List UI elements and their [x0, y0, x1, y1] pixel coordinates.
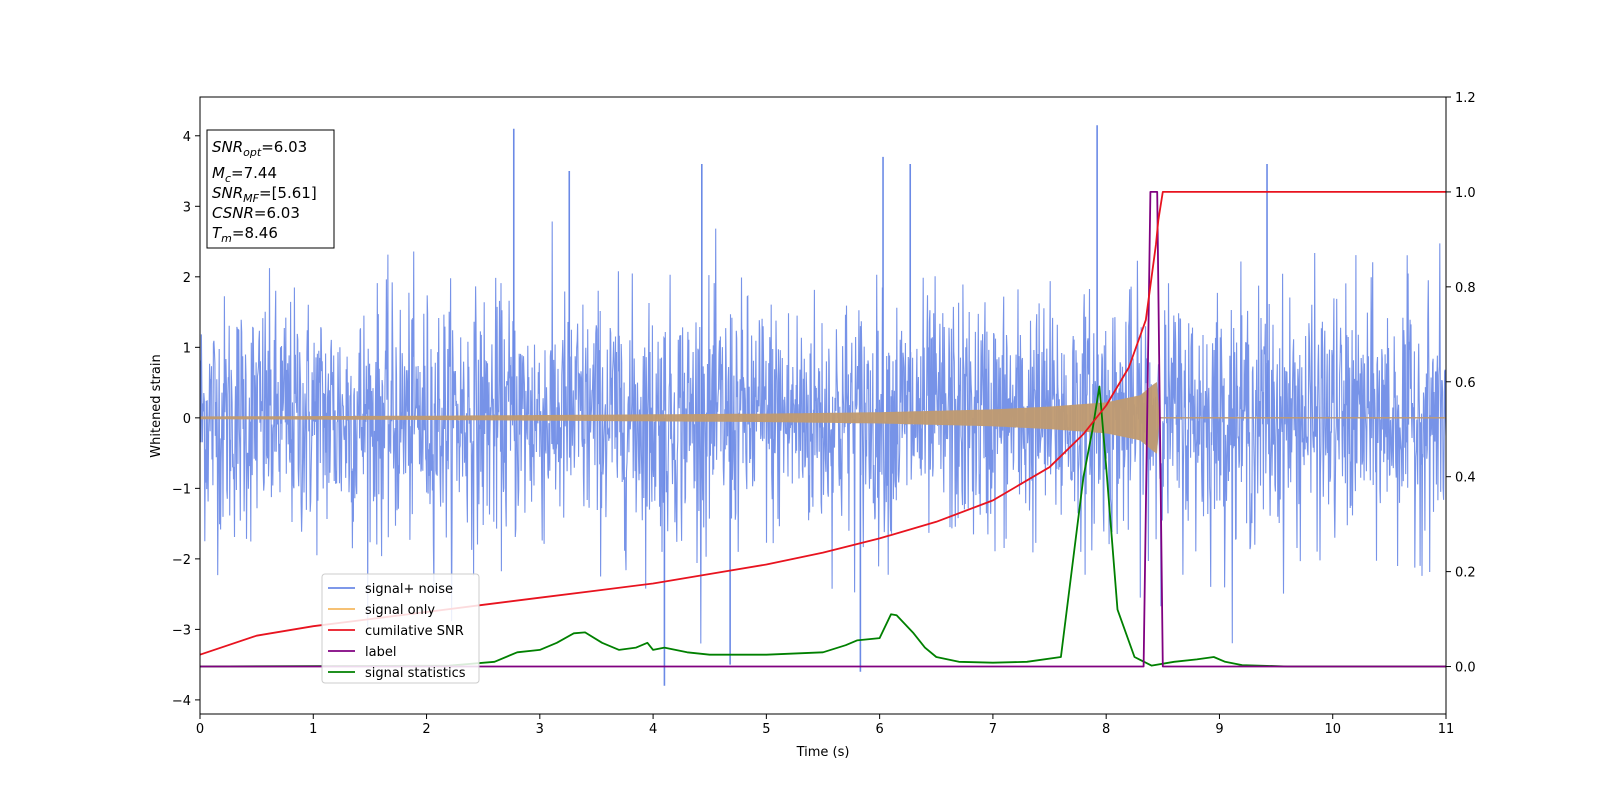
legend-label: signal statistics: [365, 666, 466, 681]
info-tm: Tm=8.46: [212, 224, 278, 245]
x-tick-label: 1: [309, 722, 317, 737]
y-right-tick-label: 0.2: [1455, 566, 1476, 581]
signal-noise-series: [200, 125, 1446, 686]
legend-label: signal only: [365, 603, 435, 618]
y-right-tick-label: 0.6: [1455, 376, 1476, 391]
x-tick-label: 5: [762, 722, 770, 737]
x-tick-label: 11: [1438, 722, 1455, 737]
signal-noise-line: [200, 221, 1446, 644]
y-left-tick-label: −4: [172, 694, 191, 709]
y-left-tick-label: −2: [172, 553, 191, 568]
legend-label: label: [365, 645, 396, 660]
signal-only-series: [200, 382, 1446, 454]
x-tick-label: 8: [1102, 722, 1110, 737]
info-box: SNRopt=6.03 Mc=7.44 SNRMF=[5.61] CSNR=6.…: [206, 129, 335, 249]
y-left-tick-label: 1: [183, 341, 191, 356]
y-right-tick-label: 1.0: [1455, 186, 1476, 201]
y-right-tick-label: 0.0: [1455, 661, 1476, 676]
signal-only-envelope: [200, 382, 1160, 454]
legend: signal+ noise signal only cumilative SNR la…: [321, 573, 480, 684]
info-snr-mf: SNRMF=[5.61]: [212, 184, 317, 205]
y-left-tick-label: 2: [183, 271, 191, 286]
label-line: [200, 190, 1446, 668]
x-tick-label: 0: [196, 722, 204, 737]
y-right-tick-label: 0.8: [1455, 281, 1476, 296]
y-right-tick-label: 1.2: [1455, 91, 1476, 106]
legend-label: signal+ noise: [365, 582, 453, 597]
y-left-tick-label: −3: [172, 623, 191, 638]
x-tick-label: 4: [649, 722, 657, 737]
y-left-tick-label: 0: [183, 412, 191, 427]
x-tick-label: 7: [989, 722, 997, 737]
x-axis-title: Time (s): [796, 745, 850, 760]
x-tick-label: 6: [875, 722, 883, 737]
x-tick-label: 10: [1324, 722, 1341, 737]
y-axis-title: Whitened strain: [149, 354, 164, 457]
signal-statistics-line: [200, 385, 1446, 668]
y-right-tick-label: 0.4: [1455, 471, 1476, 486]
plot-frame: [199, 96, 1447, 715]
y-left-tick-label: 4: [183, 130, 191, 145]
x-tick-label: 2: [422, 722, 430, 737]
y-left-tick-label: −1: [172, 482, 191, 497]
info-mc: Mc=7.44: [212, 164, 277, 185]
info-snr-opt: SNRopt=6.03: [212, 138, 307, 159]
info-csnr: CSNR=6.03: [212, 204, 300, 222]
axes: 0 1 2 3 4 5 6 7 8 9 10 1143210−1−2−3−41.21.00.80.60…: [172, 91, 1476, 737]
y-left-tick-label: 3: [183, 200, 191, 215]
x-tick-label: 9: [1215, 722, 1223, 737]
x-tick-label: 3: [536, 722, 544, 737]
legend-label: cumilative SNR: [365, 624, 464, 639]
